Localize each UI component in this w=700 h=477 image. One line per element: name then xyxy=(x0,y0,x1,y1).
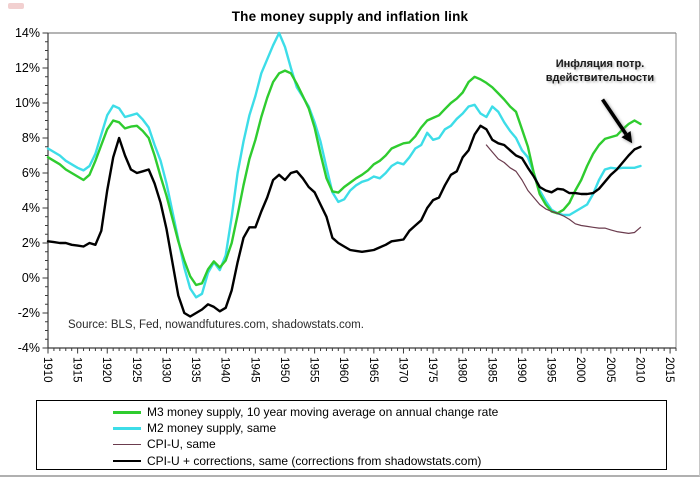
svg-text:14%: 14% xyxy=(15,26,40,40)
svg-text:1980: 1980 xyxy=(456,357,468,383)
svg-text:1960: 1960 xyxy=(337,357,349,383)
svg-text:1915: 1915 xyxy=(71,357,83,383)
svg-text:1945: 1945 xyxy=(248,357,260,383)
svg-text:2%: 2% xyxy=(22,236,40,250)
svg-text:1965: 1965 xyxy=(367,357,379,383)
annotation-line1: Инфляция потр. xyxy=(555,58,645,70)
annotation-line2: вдействительности xyxy=(545,72,655,84)
svg-text:1930: 1930 xyxy=(159,357,171,383)
red-artifact-mark xyxy=(8,3,24,9)
svg-text:12%: 12% xyxy=(15,61,40,75)
svg-text:1995: 1995 xyxy=(545,357,557,383)
legend-item-cpiu: CPI-U, same xyxy=(113,436,666,452)
legend-label-m3: M3 money supply, 10 year moving average … xyxy=(147,405,499,420)
source-note: Source: BLS, Fed, nowandfutures.com, sha… xyxy=(68,319,364,331)
m2-line-key xyxy=(113,426,141,430)
legend-label-m2: M2 money supply, same xyxy=(147,421,277,436)
svg-text:1970: 1970 xyxy=(396,357,408,383)
svg-text:2015: 2015 xyxy=(663,357,675,383)
chart-title: The money supply and inflation link xyxy=(231,9,469,24)
svg-text:1950: 1950 xyxy=(278,357,290,383)
svg-text:0%: 0% xyxy=(22,271,40,285)
svg-text:8%: 8% xyxy=(22,131,40,145)
svg-text:2005: 2005 xyxy=(604,357,616,383)
legend-item-m3: M3 money supply, 10 year moving average … xyxy=(113,404,666,420)
legend-item-m2: M2 money supply, same xyxy=(113,420,666,436)
svg-text:1975: 1975 xyxy=(426,357,438,383)
svg-text:1925: 1925 xyxy=(130,357,142,383)
svg-text:2010: 2010 xyxy=(633,357,645,383)
svg-text:1935: 1935 xyxy=(189,357,201,383)
svg-text:1940: 1940 xyxy=(219,357,231,383)
legend-label-cpiu: CPI-U, same xyxy=(147,437,216,452)
svg-text:1955: 1955 xyxy=(308,357,320,383)
svg-text:-4%: -4% xyxy=(18,341,40,355)
svg-text:1920: 1920 xyxy=(100,357,112,383)
legend-item-cpiu-corrected: CPI-U + corrections, same (corrections f… xyxy=(113,453,666,469)
svg-text:1985: 1985 xyxy=(485,357,497,383)
svg-text:1990: 1990 xyxy=(515,357,527,383)
svg-text:-2%: -2% xyxy=(18,306,40,320)
legend-label-cpiu-corrected: CPI-U + corrections, same (corrections f… xyxy=(147,453,482,468)
svg-text:2000: 2000 xyxy=(574,357,586,383)
svg-text:6%: 6% xyxy=(22,166,40,180)
svg-text:1910: 1910 xyxy=(41,357,53,383)
cpiu-line-key xyxy=(113,443,141,445)
annotation-callout: Инфляция потр. вдействительности xyxy=(520,57,680,85)
svg-text:10%: 10% xyxy=(15,96,40,110)
svg-text:4%: 4% xyxy=(22,201,40,215)
m3-line-key xyxy=(113,410,141,414)
cpiu-corrected-line-key xyxy=(113,459,141,462)
legend-box: M3 money supply, 10 year moving average … xyxy=(36,400,667,470)
annotation-arrow xyxy=(601,98,633,144)
